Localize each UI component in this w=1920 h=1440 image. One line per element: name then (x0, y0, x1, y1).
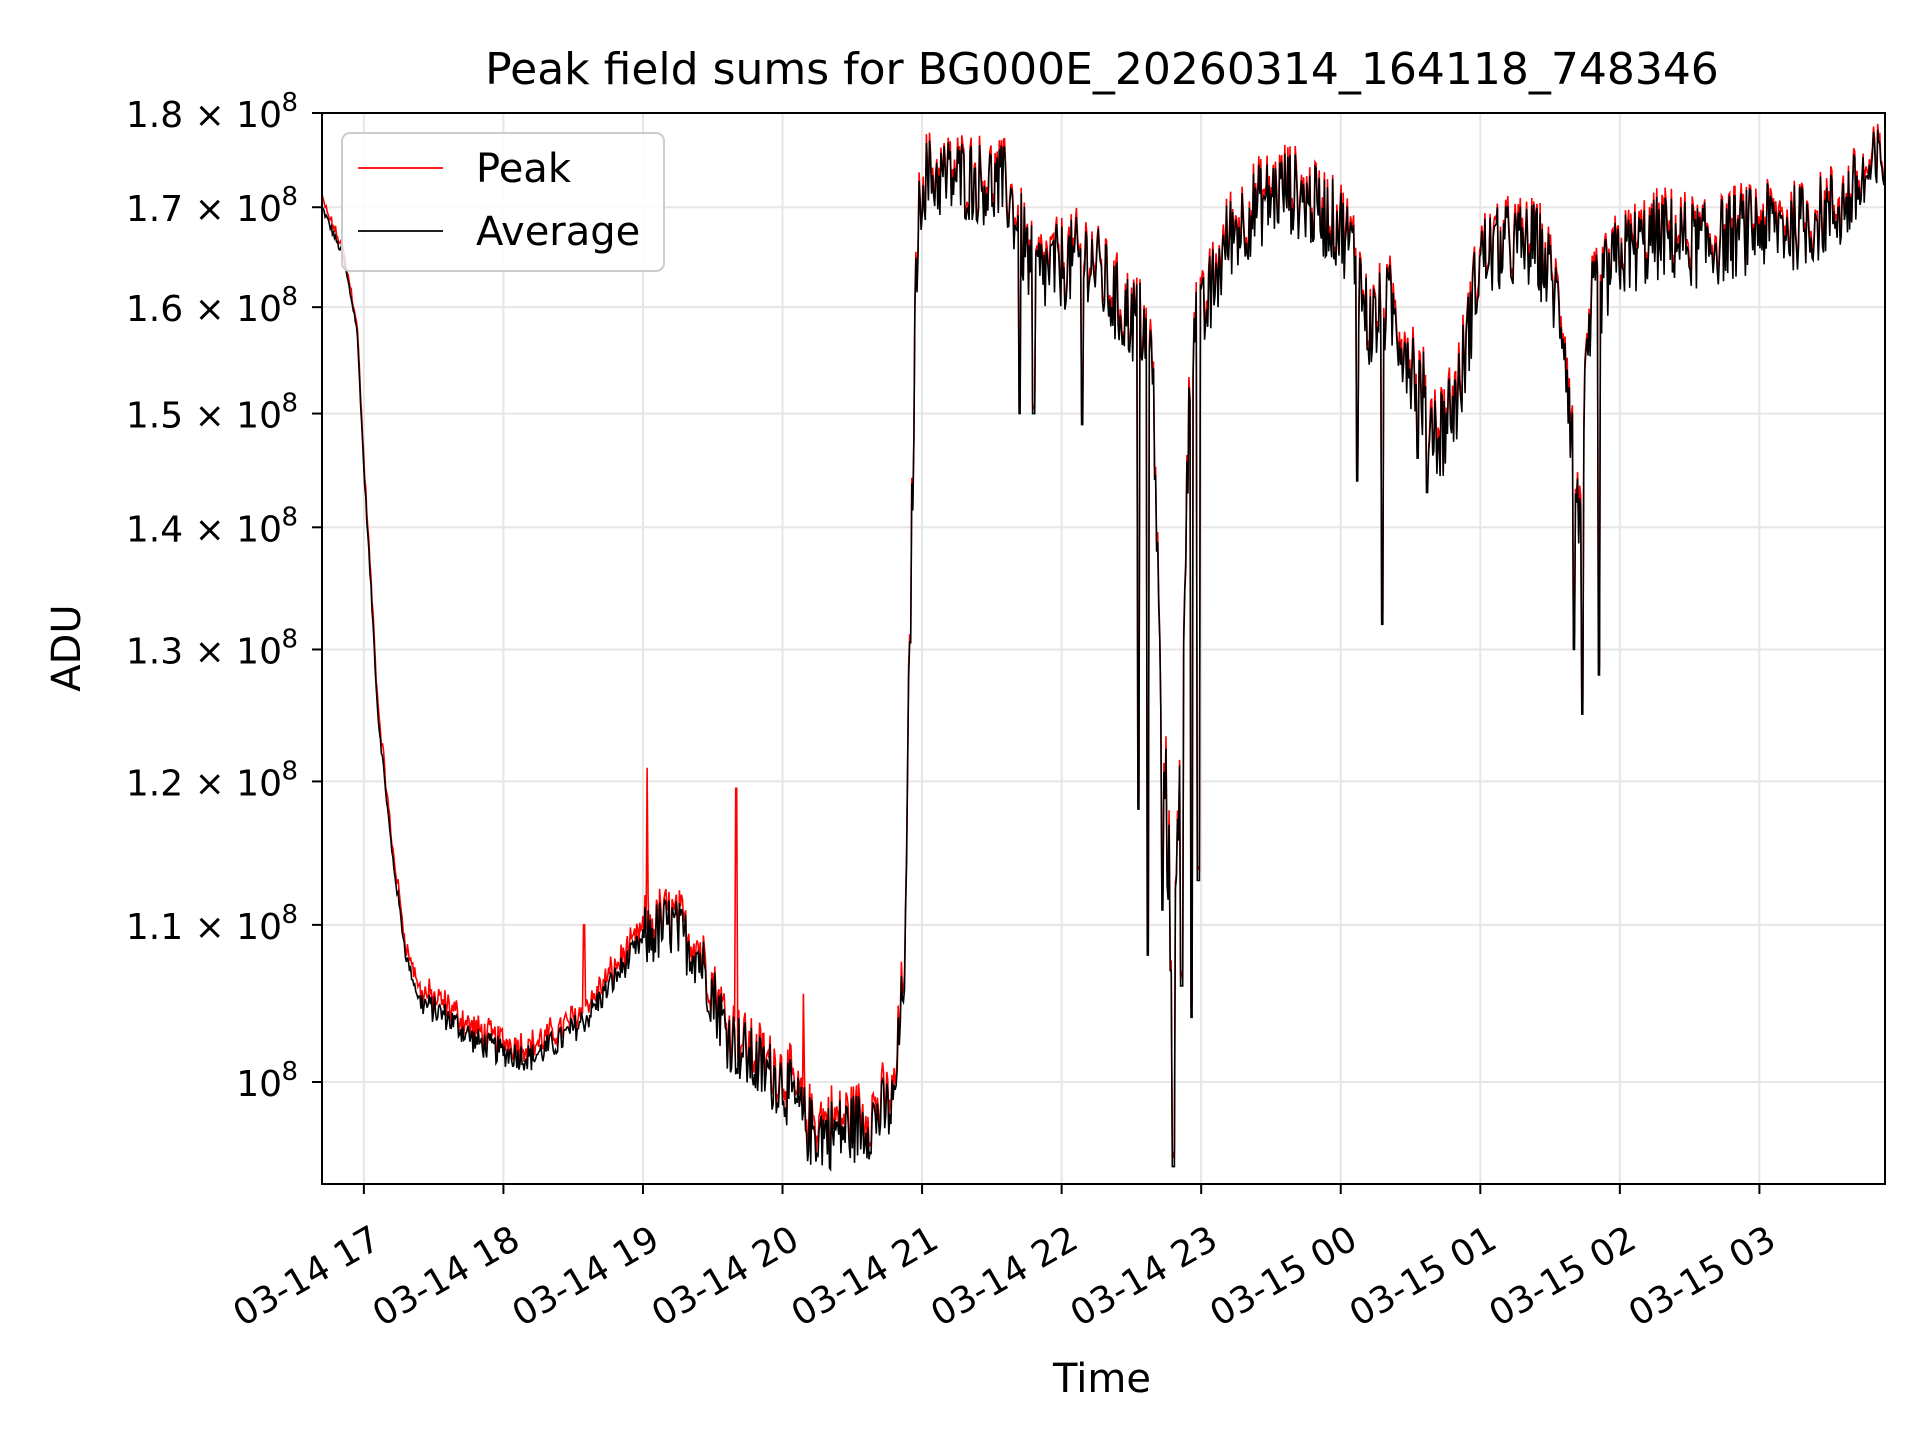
y-tick-exponent: 8 (281, 389, 298, 419)
y-tick-label: 810 (236, 1057, 298, 1105)
series-line-average (321, 130, 1886, 1172)
y-tick-exponent: 8 (281, 756, 298, 786)
series-layer (321, 123, 1886, 1172)
y-tick-label: 81.4 × 10 (126, 502, 298, 550)
y-tick-base: 1.8 × 10 (126, 95, 282, 136)
chart-title: Peak field sums for BG000E_20260314_1641… (485, 44, 1719, 95)
y-tick-base: 1.4 × 10 (126, 509, 282, 550)
y-axis-label: ADU (44, 604, 90, 691)
y-tick-label: 81.1 × 10 (126, 900, 298, 948)
legend-label-peak: Peak (476, 146, 572, 192)
y-tick-base: 1.1 × 10 (126, 907, 282, 948)
y-tick-exponent: 8 (281, 182, 298, 212)
y-tick-base: 1.6 × 10 (126, 289, 282, 330)
x-axis-label: Time (1052, 1356, 1151, 1402)
y-tick-label: 81.8 × 10 (126, 88, 298, 136)
y-tick-label: 81.6 × 10 (126, 282, 298, 330)
y-tick-label: 81.7 × 10 (126, 182, 298, 230)
legend: Peak Average (341, 132, 665, 272)
y-tick-base: 1.2 × 10 (126, 763, 282, 804)
y-tick-base: 1.5 × 10 (126, 396, 282, 437)
y-tick-exponent: 8 (281, 1057, 298, 1087)
y-tick-exponent: 8 (281, 900, 298, 930)
legend-label-average: Average (476, 209, 640, 255)
y-tick-base: 10 (236, 1064, 282, 1105)
y-tick-exponent: 8 (281, 88, 298, 118)
y-tick-label: 81.2 × 10 (126, 756, 298, 804)
y-tick-exponent: 8 (281, 502, 298, 532)
y-tick-label: 81.3 × 10 (126, 624, 298, 672)
y-tick-base: 1.3 × 10 (126, 631, 282, 672)
y-tick-label: 81.5 × 10 (126, 389, 298, 437)
y-tick-exponent: 8 (281, 624, 298, 654)
y-tick-base: 1.7 × 10 (126, 189, 282, 230)
y-tick-exponent: 8 (281, 282, 298, 312)
